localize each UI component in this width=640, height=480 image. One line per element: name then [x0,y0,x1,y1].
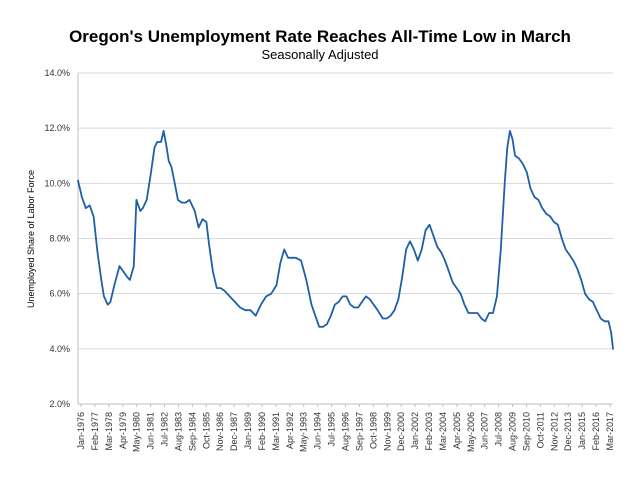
x-axis-ticks: Jan-1976 Feb-1977 Mar-1978 Apr-1979 May-1980… [76,404,615,452]
x-tick-label: Mar-1991 [271,412,281,451]
y-tick-label: 6.0% [49,289,70,299]
x-tick-label: Apr-1979 [118,412,128,449]
x-tick-label: Jun-2007 [480,412,490,450]
x-tick-label: Aug-1996 [341,412,351,451]
x-tick-label: Dec-1987 [229,412,239,451]
chart-subtitle: Seasonally Adjusted [261,47,378,62]
x-tick-label: Nov-1999 [382,412,392,451]
x-tick-label: Oct-1985 [201,412,211,449]
y-tick-label: 4.0% [49,344,70,354]
x-tick-label: Mar-2004 [438,412,448,451]
x-tick-label: Jun-1981 [146,412,156,450]
y-tick-label: 14.0% [44,68,70,78]
x-tick-label: Jul-1982 [160,412,170,447]
x-tick-label: Jan-2002 [410,412,420,450]
x-tick-label: Dec-2000 [396,412,406,451]
x-tick-label: Nov-1986 [215,412,225,451]
x-tick-label: Jul-1995 [327,412,337,447]
x-tick-label: Oct-1998 [368,412,378,449]
y-tick-label: 8.0% [49,234,70,244]
x-tick-label: Feb-2003 [424,412,434,451]
x-tick-label: Mar-2017 [605,412,615,451]
x-tick-label: Apr-2005 [452,412,462,449]
x-tick-label: Sep-1997 [354,412,364,451]
x-tick-label: Aug-2009 [508,412,518,451]
x-tick-label: Jan-1976 [76,412,86,450]
x-tick-label: Mar-1978 [104,412,114,451]
y-tick-label: 10.0% [44,178,70,188]
x-tick-label: Oct-2011 [535,412,545,448]
x-tick-label: Apr-1992 [285,412,295,449]
y-axis-ticks: 2.0% 4.0% 6.0% 8.0% 10.0% 12.0% 14.0% [44,68,70,409]
x-tick-label: Jun-1994 [313,412,323,450]
x-tick-label: Aug-1983 [173,412,183,451]
x-tick-label: Jan-2015 [577,412,587,450]
x-tick-label: Sep-2010 [521,412,531,451]
x-tick-label: Jul-2008 [494,412,504,447]
chart-title: Oregon's Unemployment Rate Reaches All-T… [69,27,571,46]
x-tick-label: Feb-2016 [591,412,601,451]
series-group [77,129,614,350]
x-tick-label: Sep-1984 [187,412,197,451]
x-tick-label: Feb-1990 [257,412,267,451]
x-tick-label: Nov-2012 [549,412,559,451]
y-axis-label: Unemployed Share of Labor Force [26,170,36,308]
x-tick-label: Dec-2013 [563,412,573,451]
x-tick-label: Feb-1977 [90,412,100,451]
x-tick-label: May-1980 [132,412,142,452]
y-tick-label: 2.0% [49,399,70,409]
x-tick-label: May-2006 [466,412,476,452]
y-tick-label: 12.0% [44,123,70,133]
gridlines [77,72,613,405]
x-tick-label: May-1993 [299,412,309,452]
unemployment-rate-line [77,129,614,350]
x-tick-label: Jan-1989 [243,412,253,450]
